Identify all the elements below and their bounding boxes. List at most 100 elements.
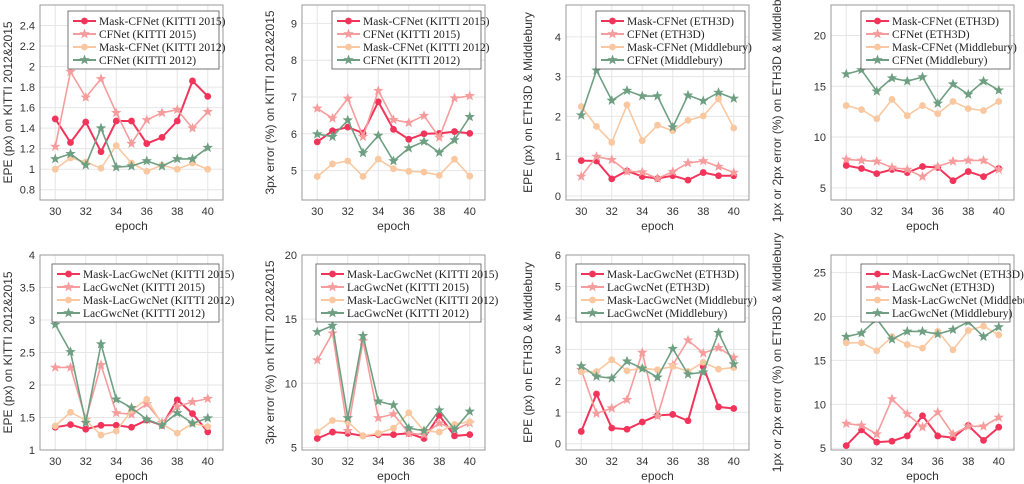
legend-marker [329,270,336,278]
data-point [728,352,739,362]
y-axis-label: EPE (px) on ETH3D & Middlebury [521,12,535,193]
data-point [80,417,91,428]
data-point [156,107,168,118]
x-axis-label: epoch [115,469,148,483]
chart-1: 0.8 1 1.2 1.4 1.6 1.8 2 2.2 2.4 30 32 34 36 38 40 epoch… [1,4,226,233]
data-point [390,165,397,173]
plot-frame [565,254,750,451]
data-point [682,368,694,379]
y-tick-label: 5 [555,281,561,293]
data-point [51,115,59,123]
data-point [95,338,107,349]
legend-entry: Mask-LacGwcNet (KITTI 2015) [347,269,499,281]
x-tick-label: 34 [901,206,913,218]
data-point [871,85,882,96]
data-point [684,117,692,124]
plot-frame [39,254,224,451]
data-point [995,98,1003,105]
y-tick-label: 20 [285,250,297,262]
data-point [699,112,707,120]
data-point [342,425,353,436]
x-tick-label: 32 [606,456,618,468]
data-point [873,347,881,355]
data-point [654,121,661,129]
y-tick-label: 3 [555,344,561,356]
data-point [841,418,852,429]
data-point [858,106,865,114]
y-tick-label: 1 [29,445,35,457]
data-point [995,331,1003,339]
data-point [141,114,152,125]
data-point [576,109,587,120]
data-point [654,366,661,374]
data-point [451,128,458,135]
data-point [873,438,881,446]
data-point [730,405,738,412]
legend-entry: LacGwcNet (ETH3D) [607,282,710,294]
data-point [172,407,183,418]
x-tick-label: 34 [636,456,648,468]
data-point [388,399,399,410]
data-point [637,90,648,101]
data-point [173,429,181,437]
data-point [715,365,722,373]
data-point [313,173,321,180]
plot-frame [565,4,750,201]
data-point [143,167,151,175]
data-point [934,432,942,440]
data-point [728,167,739,177]
x-axis-label: epoch [115,219,148,233]
data-point [418,110,430,121]
legend: Mask-LacGwcNet (ETH3D)LacGwcNet (ETH3D)M… [575,263,757,323]
y-tick-label: 3 [29,315,35,327]
data-point [143,140,151,147]
data-point [964,168,972,175]
legend-entry: Mask-LacGwcNet (KITTI 2012) [347,295,499,307]
data-point [95,122,107,133]
legend: Mask-CFNet (KITTI 2015)CFNet (KITTI 2015… [331,10,490,70]
data-point [728,358,739,369]
data-point [902,325,913,336]
data-point [172,153,183,164]
data-point [97,431,105,439]
data-point [682,334,694,345]
legend-marker [65,270,72,278]
x-tick-label: 38 [962,456,974,468]
legend-marker [874,296,881,304]
data-point [204,92,212,100]
data-point [980,436,987,444]
data-point [435,171,443,179]
data-point [978,75,989,86]
data-point [128,117,135,125]
data-point [327,131,338,142]
x-tick-label: 36 [403,456,415,468]
data-point [917,325,928,336]
y-tick-label: 0 [555,191,561,203]
x-axis-label: epoch [641,219,674,233]
data-point [141,413,152,424]
data-point [886,333,898,344]
data-point [652,371,663,382]
y-tick-label: 5 [291,442,297,454]
data-point [858,339,865,347]
data-point [591,64,602,75]
plot-frame [301,254,486,451]
legend-marker [81,17,88,25]
x-tick-label: 36 [667,456,679,468]
data-point [698,95,709,106]
series-line [580,68,735,130]
x-tick-label: 38 [171,456,183,468]
x-tick-label: 34 [110,206,122,218]
data-point [608,138,616,146]
data-point [329,160,336,168]
data-point [903,432,911,440]
x-tick-label: 40 [728,206,740,218]
data-point [344,157,352,165]
legend-entry: Mask-LacGwcNet (KITTI 2015) [83,269,235,281]
data-point [978,331,989,342]
data-point [82,425,90,433]
y-tick-label: 10 [814,132,826,144]
data-point [902,408,913,419]
